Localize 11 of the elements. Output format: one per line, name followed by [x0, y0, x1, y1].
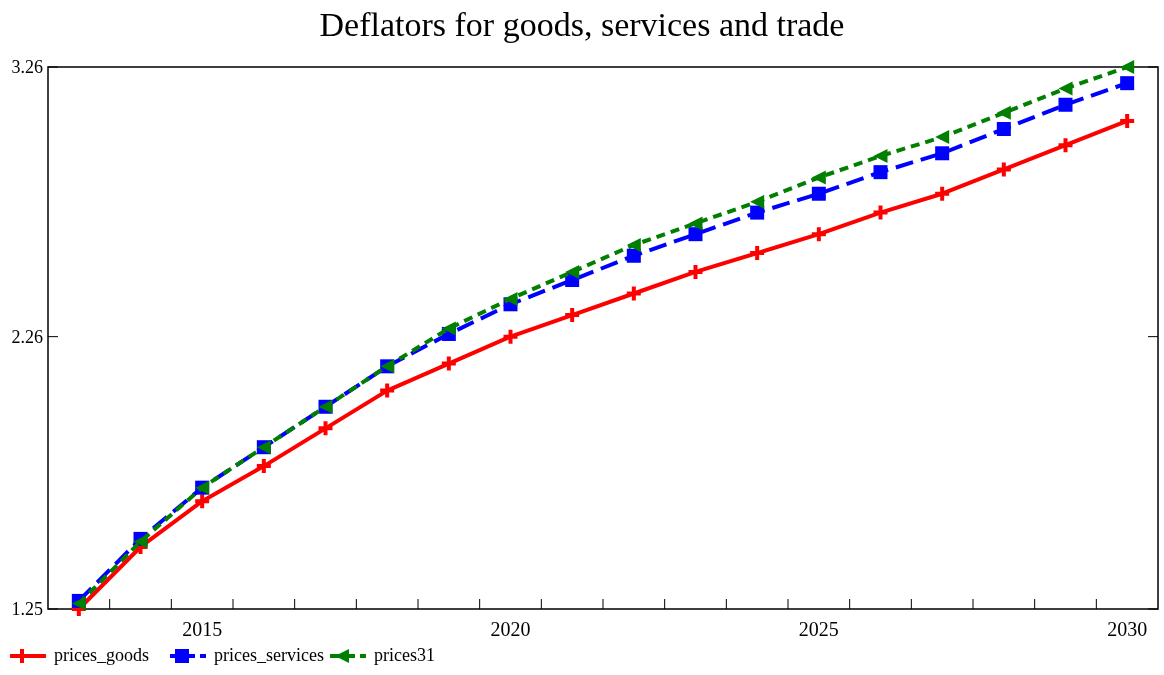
y-tick-label: 1.25 — [11, 599, 43, 619]
x-tick-label: 2020 — [490, 618, 531, 640]
x-tick-label: 2015 — [182, 618, 223, 640]
legend-label: prices_services — [214, 645, 324, 665]
chart-title: Deflators for goods, services and trade — [319, 6, 845, 43]
x-tick-label: 2025 — [798, 618, 839, 640]
y-tick-label: 3.26 — [11, 57, 43, 77]
legend-label: prices31 — [374, 645, 435, 665]
legend-label: prices_goods — [54, 645, 149, 665]
x-tick-label: 2030 — [1107, 618, 1148, 640]
y-tick-label: 2.26 — [11, 326, 43, 347]
